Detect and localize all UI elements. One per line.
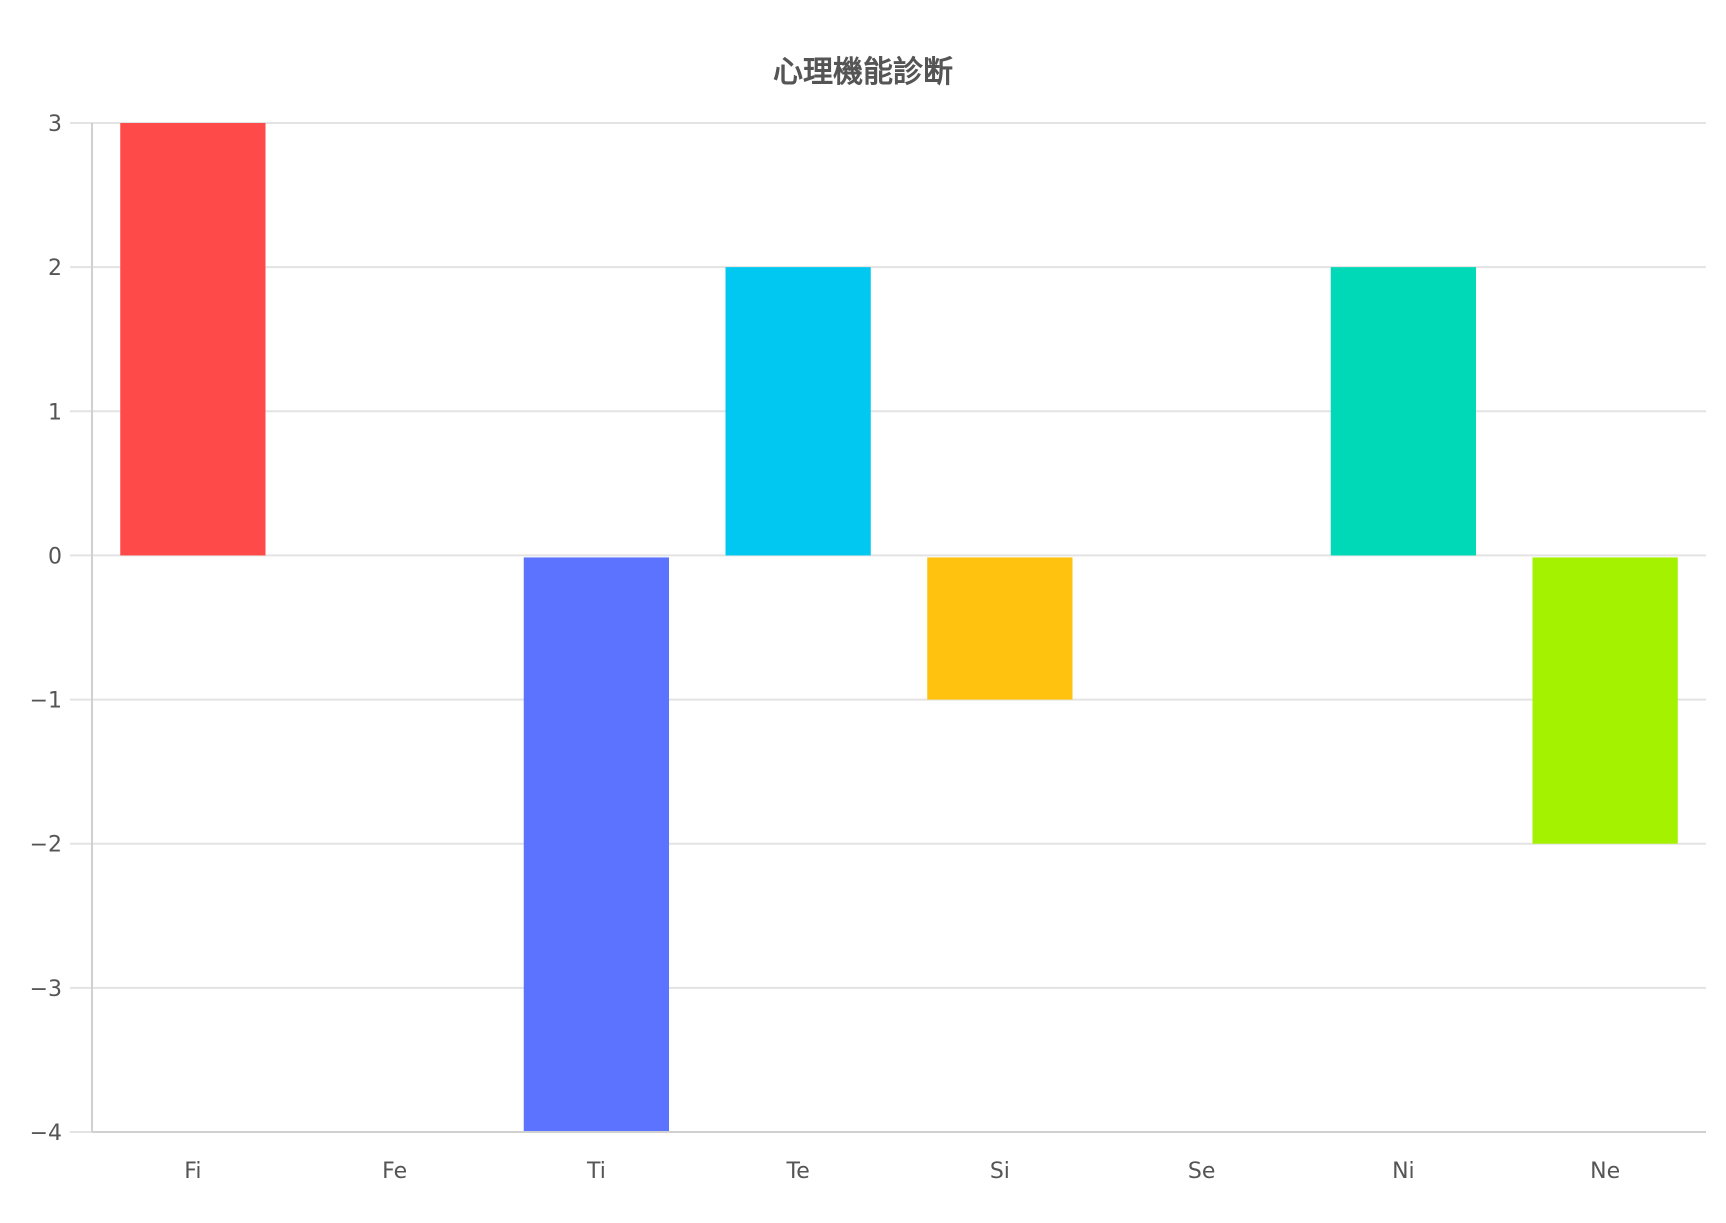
- bar-ni: [1330, 267, 1477, 556]
- x-tick-labels: Fi Fe Ti Te Si Se Ni Ne: [184, 1159, 1620, 1184]
- gridlines: [70, 122, 1706, 1133]
- y-tick-label: 0: [48, 544, 62, 569]
- y-tick-labels: 3 2 1 0 −1 −2 −3 −4: [30, 112, 62, 1146]
- x-tick-label: Ne: [1590, 1159, 1620, 1184]
- y-tick-label: −3: [30, 977, 62, 1002]
- chart-title: 心理機能診断: [773, 55, 953, 90]
- x-tick-label: Se: [1188, 1159, 1216, 1184]
- bar-si: [927, 557, 1073, 700]
- x-tick-label: Fi: [184, 1159, 201, 1184]
- bar-fi: [120, 123, 266, 556]
- x-tick-label: Ti: [586, 1159, 606, 1184]
- bar-ti: [523, 557, 670, 1132]
- y-tick-label: 2: [48, 256, 62, 281]
- y-tick-label: −4: [30, 1121, 62, 1146]
- y-tick-label: −2: [30, 833, 62, 858]
- axes: [91, 123, 1706, 1133]
- x-tick-label: Si: [990, 1159, 1010, 1184]
- y-tick-label: −1: [30, 689, 62, 714]
- x-tick-label: Fe: [382, 1159, 407, 1184]
- bars: [120, 123, 1678, 1132]
- x-tick-label: Ni: [1392, 1159, 1415, 1184]
- x-tick-label: Te: [786, 1159, 810, 1184]
- y-tick-label: 1: [48, 400, 62, 425]
- y-tick-label: 3: [48, 112, 62, 137]
- bar-ne: [1532, 557, 1678, 844]
- bar-te: [725, 267, 871, 556]
